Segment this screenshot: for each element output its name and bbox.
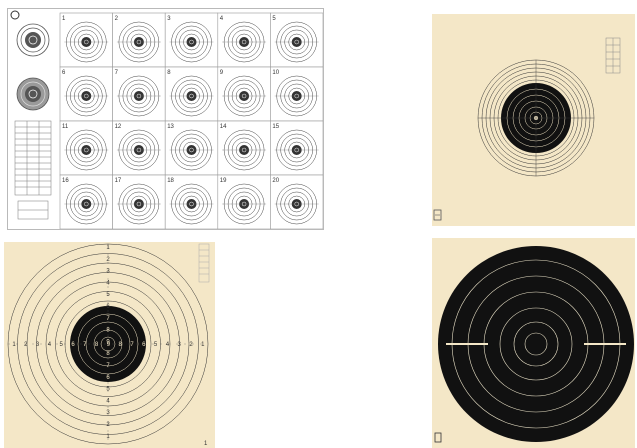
h-ring-number: 8 xyxy=(119,342,123,348)
grid-target-13: 13 xyxy=(164,120,219,176)
cell-number: 18 xyxy=(167,178,174,184)
cell-number: 10 xyxy=(272,70,279,76)
grid-target-9: 9 xyxy=(217,66,271,122)
grid-target-2: 2 xyxy=(112,12,166,68)
grid-target-17: 17 xyxy=(112,174,166,229)
v-ring-number: 3 xyxy=(106,410,110,416)
h-ring-number: 1 xyxy=(201,342,205,348)
v-ring-number: 8 xyxy=(106,351,110,357)
grid-target-7: 7 xyxy=(112,66,166,122)
cell-number: 11 xyxy=(62,124,69,130)
cell-number: 3 xyxy=(167,16,171,22)
grid-target-12: 12 xyxy=(112,120,166,176)
grid-target-6: 6 xyxy=(59,66,113,122)
grid-target-3: 3 xyxy=(164,12,219,68)
h-ring-number: 5 xyxy=(60,342,64,348)
h-ring-number: 9 xyxy=(107,342,111,348)
h-ring-number: 3 xyxy=(36,342,40,348)
cell-number: 4 xyxy=(220,16,224,22)
grid-target-8: 8 xyxy=(164,66,219,122)
grid-target-11: 11 xyxy=(59,120,113,176)
cell-number: 20 xyxy=(272,178,279,184)
h-ring-number: 2 xyxy=(24,342,28,348)
v-ring-number: 1 xyxy=(106,434,110,440)
corner-logo-icon xyxy=(434,432,442,443)
grid-target-20: 20 xyxy=(270,174,323,229)
large-black-target-graphic xyxy=(434,246,634,443)
h-ring-number: 4 xyxy=(166,342,170,348)
cell-number: 9 xyxy=(220,70,224,76)
h-ring-number: 8 xyxy=(95,342,99,348)
sighter-target-top xyxy=(16,23,50,57)
cell-number: 17 xyxy=(115,178,122,184)
v-ring-number: 6 xyxy=(106,304,110,310)
target-rings xyxy=(477,59,595,177)
cell-number: 19 xyxy=(220,178,227,184)
target-rings xyxy=(438,246,634,442)
v-ring-number: 7 xyxy=(106,316,110,322)
v-ring-number: 8 xyxy=(106,328,110,334)
cell-number: 1 xyxy=(62,16,66,22)
grid-target-10: 10 xyxy=(270,66,323,122)
corner-mark: 1 xyxy=(204,441,208,447)
sheet-logo-icon xyxy=(10,10,20,20)
v-ring-number: 6 xyxy=(106,375,110,381)
grid-target-18: 18 xyxy=(164,174,219,229)
v-ring-number: 2 xyxy=(106,422,110,428)
v-ring-number: 9 xyxy=(106,339,110,345)
cell-number: 8 xyxy=(167,70,171,76)
multi-target-sheet: 1 2 3 4 5 6 7 8 9 10 11 12 13 14 15 16 17 18 19 20 xyxy=(7,8,324,230)
v-ring-number: 7 xyxy=(106,363,110,369)
v-ring-number: 1 xyxy=(106,245,110,251)
cell-number: 6 xyxy=(62,70,66,76)
cell-number: 16 xyxy=(62,178,69,184)
grid-target-4: 4 xyxy=(217,12,271,68)
cell-number: 13 xyxy=(167,124,174,130)
score-box xyxy=(605,37,621,74)
cell-number: 14 xyxy=(220,124,227,130)
v-ring-number: 4 xyxy=(106,398,110,404)
grid-target-16: 16 xyxy=(59,174,113,229)
h-ring-number: 4 xyxy=(48,342,52,348)
h-ring-number: 6 xyxy=(142,342,146,348)
v-ring-number: 4 xyxy=(106,280,110,286)
v-ring-number: 2 xyxy=(106,257,110,263)
v-ring-number: 3 xyxy=(106,269,110,275)
pistol-target-top-right xyxy=(432,14,635,226)
h-ring-number: 7 xyxy=(130,342,134,348)
pistol-target-graphic xyxy=(433,37,621,221)
target-rings xyxy=(7,243,209,445)
h-ring-number: 6 xyxy=(71,342,75,348)
v-ring-number: 5 xyxy=(106,387,110,393)
grid-target-14: 14 xyxy=(217,120,271,176)
score-box xyxy=(198,243,210,283)
grid-target-1: 1 xyxy=(59,12,113,68)
h-ring-number: 3 xyxy=(178,342,182,348)
grid-target-5: 5 xyxy=(270,12,323,68)
h-ring-number: 7 xyxy=(83,342,87,348)
cell-number: 12 xyxy=(115,124,122,130)
cell-number: 5 xyxy=(272,16,276,22)
h-ring-number: 2 xyxy=(189,342,193,348)
v-ring-number: 5 xyxy=(106,292,110,298)
corner-logo-icon xyxy=(433,209,442,221)
grid-target-19: 19 xyxy=(217,174,271,229)
sighter-target-bottom xyxy=(16,77,50,111)
cell-number: 2 xyxy=(115,16,119,22)
cell-number: 7 xyxy=(115,70,119,76)
large-black-target xyxy=(432,238,635,448)
grid-target-15: 15 xyxy=(270,120,323,176)
cell-number: 15 xyxy=(272,124,279,130)
h-ring-number: 5 xyxy=(154,342,158,348)
h-ring-number: 1 xyxy=(12,342,16,348)
score-table xyxy=(14,120,52,220)
